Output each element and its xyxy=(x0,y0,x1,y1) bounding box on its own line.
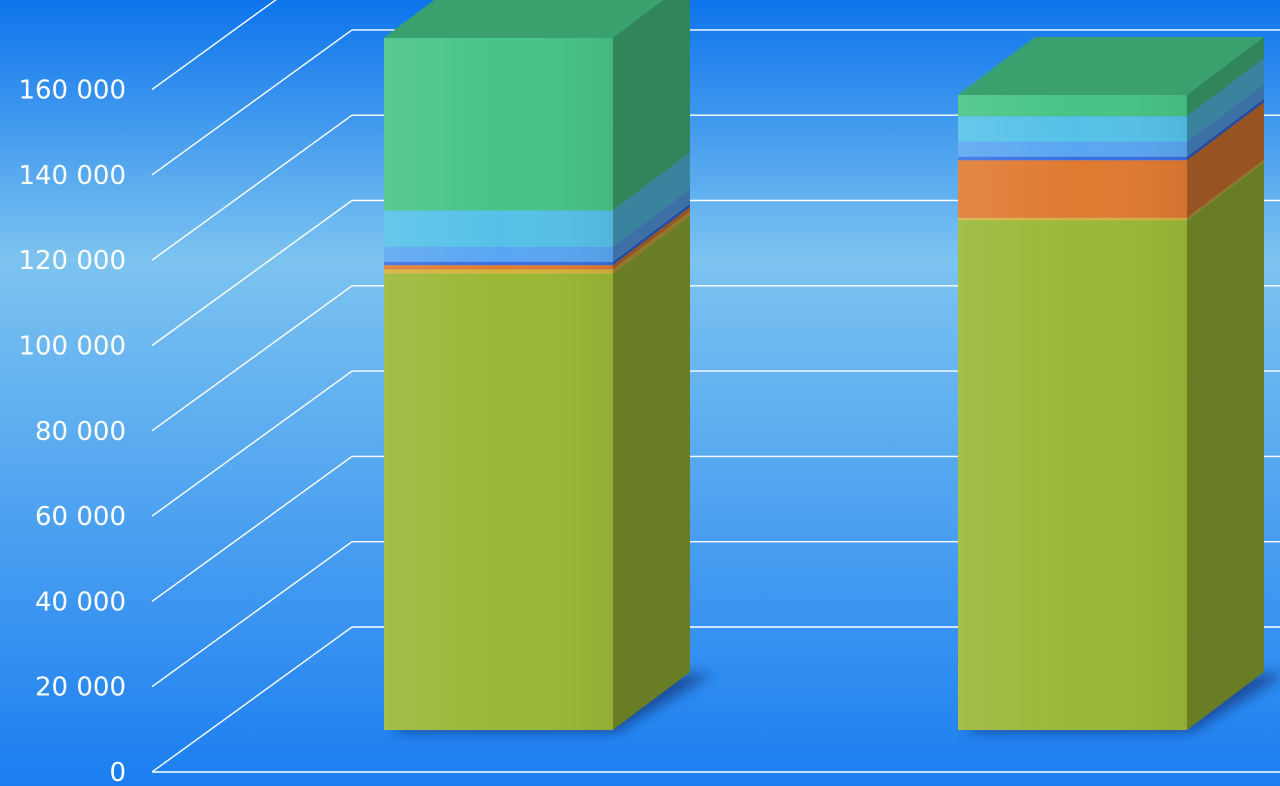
gridline-diagonal xyxy=(151,114,353,261)
bar-segment-side xyxy=(613,215,690,730)
y-tick-label: 100 000 xyxy=(18,332,126,362)
bar-segment-side xyxy=(1187,102,1264,218)
bar-segment-side xyxy=(1187,162,1264,730)
gridline-diagonal xyxy=(151,455,353,602)
bar-top-face xyxy=(958,36,1264,95)
bar-segment-sheen xyxy=(958,94,1187,117)
bar-stack xyxy=(384,0,712,732)
gridline-diagonal xyxy=(151,370,353,517)
gridline-diagonal xyxy=(151,541,353,688)
y-tick-label: 160 000 xyxy=(18,76,126,106)
bar-segment-side xyxy=(613,152,690,247)
bars xyxy=(384,0,1280,732)
bar-segment-side xyxy=(1187,83,1264,157)
y-tick-label: 60 000 xyxy=(35,502,126,532)
gridline-diagonal xyxy=(151,285,353,432)
y-tick-label: 80 000 xyxy=(35,417,126,447)
gridline-diagonal xyxy=(151,29,353,176)
bar-segment-side xyxy=(1187,36,1264,117)
y-tick-label: 40 000 xyxy=(35,587,126,617)
bar-segment-side xyxy=(1187,98,1264,161)
gridline-diagonal xyxy=(151,199,353,347)
bar-segment-side xyxy=(1187,159,1264,221)
bar-segment-side xyxy=(613,203,690,266)
bar-segment-sheen xyxy=(384,269,613,274)
y-tick-label: 0 xyxy=(109,758,126,786)
bar-segment-sheen xyxy=(384,273,613,730)
bar-segment-sheen xyxy=(958,116,1187,142)
bar-segment-side xyxy=(613,188,690,262)
bar-segment-sheen xyxy=(384,261,613,266)
bar-segment-sheen xyxy=(958,217,1187,221)
bar-segment-sheen xyxy=(958,156,1187,161)
gridline-diagonal xyxy=(151,626,353,773)
y-tick-label: 140 000 xyxy=(18,161,126,191)
bar-segment-sheen xyxy=(384,246,613,262)
bar-segment-side xyxy=(613,0,690,211)
bar-segment-sheen xyxy=(384,37,613,211)
bar-segment-sheen xyxy=(384,265,613,270)
bar-top-face xyxy=(384,0,664,38)
y-tick-label: 20 000 xyxy=(35,673,126,703)
bar-segment-sheen xyxy=(958,141,1187,157)
bar-segment-sheen xyxy=(958,160,1187,218)
bar-segment-sheen xyxy=(384,210,613,247)
gridline-diagonal xyxy=(151,0,277,91)
bar-stack xyxy=(958,36,1280,732)
bar-segment-side xyxy=(613,207,690,270)
bar-segment-side xyxy=(613,211,690,274)
y-tick-label: 120 000 xyxy=(18,246,126,276)
bar-segment-side xyxy=(1187,58,1264,142)
y-axis-tick-labels: 0 20 000 40 000 60 000 80 000 100 000 120 000 1… xyxy=(18,76,126,786)
bar-segment-sheen xyxy=(958,220,1187,730)
